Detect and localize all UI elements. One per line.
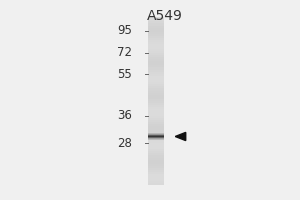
Bar — [148, 26, 164, 28]
Bar — [148, 126, 164, 128]
Bar — [148, 84, 164, 86]
Bar — [148, 109, 164, 111]
Bar — [148, 36, 164, 38]
Bar — [148, 183, 164, 185]
Bar — [148, 65, 164, 67]
Bar — [148, 32, 164, 34]
Bar — [148, 40, 164, 42]
Bar — [148, 88, 164, 91]
Bar — [148, 19, 164, 21]
Bar — [148, 55, 164, 57]
Bar — [148, 118, 164, 120]
Bar — [148, 168, 164, 170]
Bar — [148, 97, 164, 99]
Bar — [148, 147, 164, 149]
Bar — [148, 101, 164, 103]
Bar — [148, 137, 164, 139]
Bar — [148, 172, 164, 174]
Bar — [148, 34, 164, 36]
Text: 95: 95 — [117, 24, 132, 37]
Bar — [148, 141, 164, 143]
Bar — [148, 149, 164, 151]
Bar — [148, 74, 164, 76]
Polygon shape — [175, 132, 186, 141]
Bar — [148, 59, 164, 61]
Bar — [148, 49, 164, 51]
Text: 55: 55 — [117, 68, 132, 81]
Bar — [148, 95, 164, 97]
Bar — [148, 30, 164, 32]
Bar — [148, 91, 164, 93]
Bar — [148, 78, 164, 80]
Bar — [148, 67, 164, 70]
Bar — [148, 23, 164, 26]
Bar — [148, 135, 164, 137]
Bar — [148, 53, 164, 55]
Text: 28: 28 — [117, 137, 132, 150]
Bar — [148, 72, 164, 74]
Bar — [148, 99, 164, 101]
Bar — [148, 42, 164, 44]
Bar — [148, 179, 164, 181]
Bar — [148, 145, 164, 147]
Bar — [148, 143, 164, 145]
Text: 36: 36 — [117, 109, 132, 122]
Bar — [148, 162, 164, 164]
Bar — [148, 80, 164, 82]
Bar — [148, 76, 164, 78]
Bar — [148, 158, 164, 160]
Bar — [148, 116, 164, 118]
Text: A549: A549 — [147, 9, 183, 23]
Bar — [148, 111, 164, 114]
Bar — [148, 181, 164, 183]
Bar — [148, 170, 164, 172]
Bar — [148, 128, 164, 130]
Bar — [148, 38, 164, 40]
Bar — [148, 124, 164, 126]
Bar — [148, 44, 164, 47]
Bar — [148, 51, 164, 53]
Bar — [148, 47, 164, 49]
Bar — [148, 164, 164, 166]
Bar — [148, 105, 164, 107]
Bar — [148, 139, 164, 141]
Bar — [148, 57, 164, 59]
Bar — [148, 61, 164, 63]
Bar — [148, 120, 164, 122]
Bar — [148, 155, 164, 158]
Bar — [148, 70, 164, 72]
Text: 72: 72 — [117, 46, 132, 59]
Bar — [148, 63, 164, 65]
Bar — [148, 107, 164, 109]
Bar — [148, 153, 164, 155]
Bar — [148, 176, 164, 179]
Bar — [148, 130, 164, 132]
Bar — [148, 122, 164, 124]
Bar — [148, 174, 164, 176]
Bar — [148, 151, 164, 153]
Bar — [148, 103, 164, 105]
Bar — [148, 93, 164, 95]
Bar — [148, 28, 164, 30]
Bar — [148, 86, 164, 88]
Bar — [148, 82, 164, 84]
Bar — [148, 114, 164, 116]
Bar — [148, 132, 164, 135]
Bar — [148, 166, 164, 168]
Bar — [148, 17, 164, 19]
Bar — [148, 160, 164, 162]
Bar — [148, 21, 164, 23]
